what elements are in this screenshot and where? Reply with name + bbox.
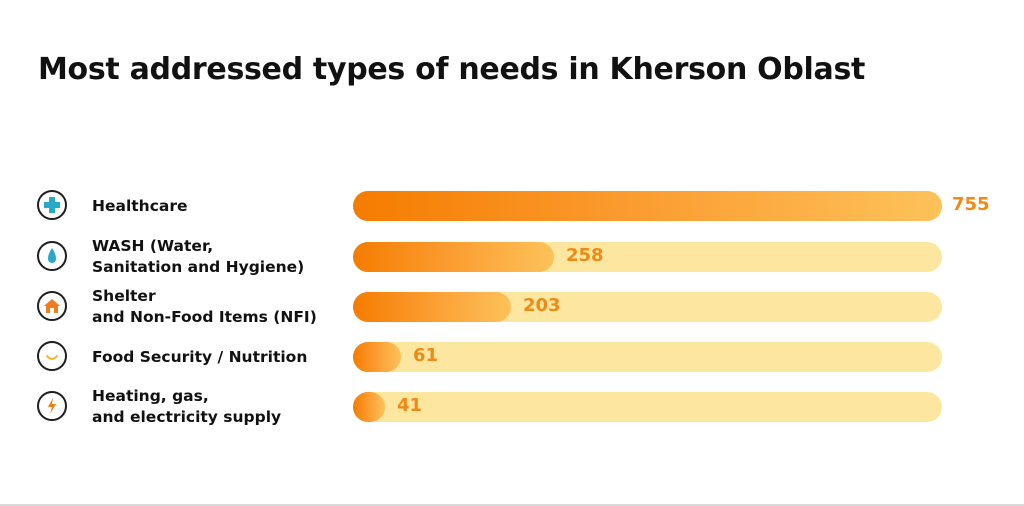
category-label: Healthcare [92,196,188,215]
bar-row: Heating, gas, and electricity supply 41 [0,382,1024,432]
bar-track [353,342,942,372]
value-label: 41 [397,395,423,416]
category-label: Food Security / Nutrition [92,347,308,366]
water-drop-icon [37,241,67,271]
bar-row: WASH (Water, Sanitation and Hygiene) 258 [0,232,1024,282]
chart-title: Most addressed types of needs in Kherson… [38,52,866,87]
house-icon [37,291,67,321]
bar-track [353,292,942,322]
category-label: WASH (Water, Sanitation and Hygiene) [92,237,305,276]
bar [353,292,511,322]
value-label: 203 [523,295,561,316]
value-label: 258 [566,245,604,266]
bar-row: Healthcare 755 [0,181,1024,231]
bottom-divider [0,504,1024,506]
medical-cross-icon [37,190,67,220]
bar-track [353,191,942,221]
category-label: Shelter and Non-Food Items (NFI) [92,287,317,326]
bar-row: Food Security / Nutrition 61 [0,332,1024,382]
bar-track [353,392,942,422]
lightning-icon [37,391,67,421]
bar [353,392,385,422]
value-label: 755 [952,194,990,215]
bar [353,191,942,221]
bar [353,242,554,272]
bar [353,342,401,372]
bar-track [353,242,942,272]
value-label: 61 [413,345,439,366]
category-label: Heating, gas, and electricity supply [92,387,282,426]
smile-icon [37,341,67,371]
bar-row: Shelter and Non-Food Items (NFI) 203 [0,282,1024,332]
